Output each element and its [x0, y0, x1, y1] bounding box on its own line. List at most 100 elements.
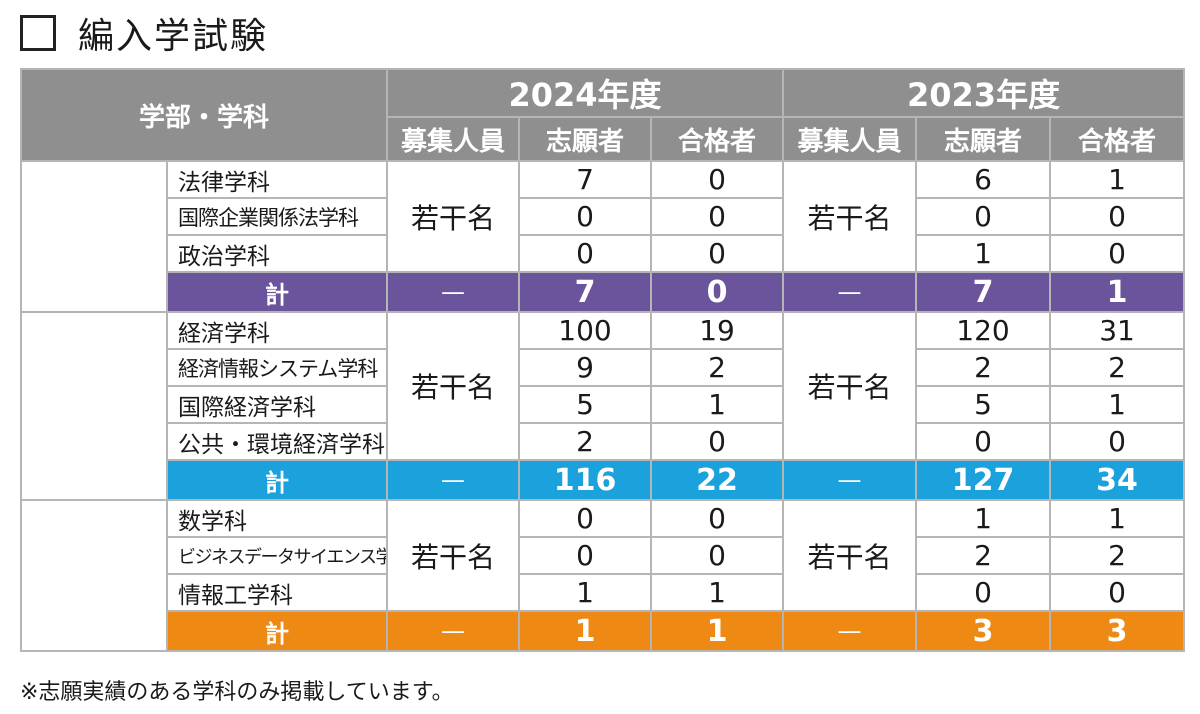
total-applicants-2024: 116: [518, 459, 653, 501]
total-row-law: 計 — 7 0 — 7 1: [21, 271, 1186, 313]
header-passed-2024: 合格者: [650, 116, 785, 162]
course-name: 政治学科: [165, 234, 389, 273]
table-row: 情報工学科 1 1 0 0: [21, 573, 1186, 612]
total-dash: —: [782, 271, 918, 313]
passed-2023: 0: [1049, 234, 1186, 273]
header-year-2023: 2023年度: [782, 68, 1186, 118]
passed-2024: 0: [650, 536, 785, 575]
recruit-2024: 若干名: [386, 311, 521, 461]
dept-name: 理工学部: [31, 560, 144, 594]
table-row: 政治学科 0 0 1 0: [21, 234, 1186, 273]
passed-2024: 0: [650, 160, 785, 199]
passed-2023: 0: [1049, 422, 1186, 461]
applicants-2024: 0: [518, 536, 653, 575]
passed-2023: 1: [1049, 160, 1186, 199]
passed-2023: 2: [1049, 348, 1186, 387]
total-applicants-2023: 7: [915, 271, 1052, 313]
checkbox-square-icon: [20, 15, 56, 51]
dept-law: 法学部: [20, 160, 168, 313]
course-name: 経済情報システム学科: [165, 348, 389, 387]
total-passed-2024: 22: [650, 459, 785, 501]
table-row: 経済情報システム学科 9 2 2 2: [21, 348, 1186, 387]
applicants-2024: 0: [518, 197, 653, 236]
course-name: 数学科: [165, 499, 389, 538]
admission-table: 学部・学科 2024年度 2023年度 募集人員 志願者 合格者 募集人員 志願…: [19, 68, 1186, 652]
table-row: ビジネスデータサイエンス学科 0 0 2 2: [21, 536, 1186, 575]
total-applicants-2024: 7: [518, 271, 653, 313]
applicants-2023: 6: [915, 160, 1052, 199]
passed-2023: 0: [1049, 573, 1186, 612]
header-dept-course: 学部・学科: [19, 68, 389, 162]
applicants-2024: 0: [518, 234, 653, 273]
passed-2023: 1: [1049, 385, 1186, 424]
course-name: 経済学科: [165, 311, 389, 350]
applicants-2024: 9: [518, 348, 653, 387]
total-label: 計: [165, 459, 389, 501]
recruit-2023: 若干名: [782, 160, 918, 273]
table-row: 理工学部※ 数学科 若干名 0 0 若干名 1 1: [20, 499, 1186, 652]
passed-2023: 0: [1049, 197, 1186, 236]
applicants-2024: 2: [518, 422, 653, 461]
page-title: 編入学試験: [20, 8, 268, 58]
header-passed-2023: 合格者: [1049, 116, 1186, 162]
recruit-2024: 若干名: [386, 160, 521, 273]
total-dash: —: [386, 610, 521, 652]
table-row: 国際経済学科 5 1 5 1: [21, 385, 1186, 424]
dept-note-mark: ※: [143, 551, 157, 567]
passed-2024: 1: [650, 573, 785, 612]
passed-2024: 19: [650, 311, 785, 350]
total-dash: —: [782, 610, 918, 652]
applicants-2023: 5: [915, 385, 1052, 424]
recruit-2024: 若干名: [386, 499, 521, 612]
applicants-2023: 2: [915, 536, 1052, 575]
total-applicants-2023: 3: [915, 610, 1052, 652]
dept-science-engineering: 理工学部※: [20, 499, 168, 652]
applicants-2023: 120: [915, 311, 1052, 350]
applicants-2024: 5: [518, 385, 653, 424]
total-passed-2023: 3: [1049, 610, 1186, 652]
applicants-2024: 7: [518, 160, 653, 199]
passed-2024: 0: [650, 197, 785, 236]
course-name: ビジネスデータサイエンス学科: [165, 536, 389, 575]
total-passed-2023: 1: [1049, 271, 1186, 313]
course-name: 公共・環境経済学科: [165, 422, 389, 461]
page-title-text: 編入学試験: [78, 16, 269, 57]
total-label: 計: [165, 610, 389, 652]
total-label: 計: [165, 271, 389, 313]
applicants-2023: 1: [915, 499, 1052, 538]
applicants-2024: 1: [518, 573, 653, 612]
applicants-2023: 0: [915, 422, 1052, 461]
header-recruit-2024: 募集人員: [386, 116, 521, 162]
course-name: 国際企業関係法学科: [165, 197, 389, 236]
total-dash: —: [386, 271, 521, 313]
passed-2023: 31: [1049, 311, 1186, 350]
total-passed-2024: 1: [650, 610, 785, 652]
passed-2024: 0: [650, 234, 785, 273]
header-year-2024: 2024年度: [386, 68, 785, 118]
total-dash: —: [782, 459, 918, 501]
applicants-2023: 2: [915, 348, 1052, 387]
footnote: ※志願実績のある学科のみ掲載しています。: [20, 680, 454, 705]
total-row-economics: 計 — 116 22 — 127 34: [21, 459, 1186, 501]
table-row: 経済学部 経済学科 若干名 100 19 若干名 120 31: [20, 311, 1186, 501]
total-dash: —: [386, 459, 521, 501]
passed-2024: 1: [650, 385, 785, 424]
course-name: 情報工学科: [165, 573, 389, 612]
table-row: 公共・環境経済学科 2 0 0 0: [21, 422, 1186, 461]
applicants-2024: 100: [518, 311, 653, 350]
course-name: 法律学科: [165, 160, 389, 199]
course-name: 国際経済学科: [165, 385, 389, 424]
passed-2023: 2: [1049, 536, 1186, 575]
passed-2023: 1: [1049, 499, 1186, 538]
applicants-2024: 0: [518, 499, 653, 538]
passed-2024: 0: [650, 422, 785, 461]
passed-2024: 2: [650, 348, 785, 387]
total-applicants-2024: 1: [518, 610, 653, 652]
total-passed-2023: 34: [1049, 459, 1186, 501]
header-applicants-2024: 志願者: [518, 116, 653, 162]
recruit-2023: 若干名: [782, 499, 918, 612]
applicants-2023: 0: [915, 197, 1052, 236]
total-applicants-2023: 127: [915, 459, 1052, 501]
applicants-2023: 0: [915, 573, 1052, 612]
table-row: 国際企業関係法学科 0 0 0 0: [21, 197, 1186, 236]
